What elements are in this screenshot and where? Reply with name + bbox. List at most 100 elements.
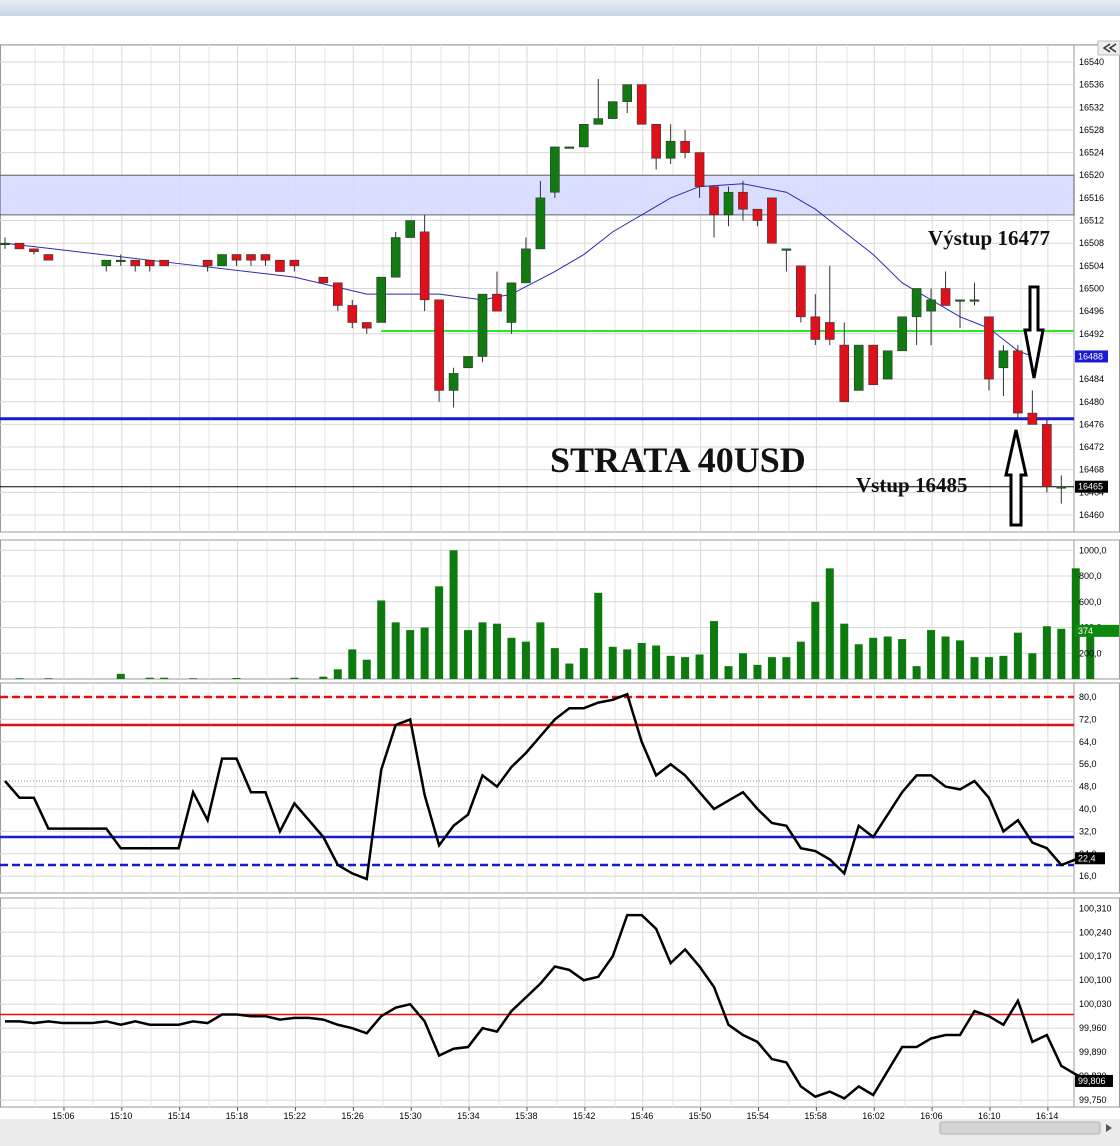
volume-bar [550,648,559,679]
candle-body [260,254,271,261]
candle-body [506,282,517,323]
volume-bar [478,622,487,679]
ratio-tick-label: 99,890 [1079,1047,1107,1057]
volume-bar [232,677,241,679]
candle-body [434,299,444,391]
osc-last-label: 22,4 [1078,853,1096,863]
candle-body [448,373,459,391]
volume-bar [406,630,415,679]
volume-tick-label: 1000,0 [1079,545,1107,555]
x-tick-label: 15:42 [573,1111,596,1121]
volume-bar [854,644,863,679]
price-tick-label: 16496 [1079,306,1104,316]
volume-bar [565,663,574,679]
volume-bar [984,657,993,679]
volume-bar [464,630,473,679]
candle-body [578,123,589,148]
candle-body [897,316,907,352]
ratio-line [5,913,1091,1100]
ratio-frame [0,897,1120,1108]
horizontal-scrollbar-track[interactable] [0,1119,1120,1146]
candle-body [202,259,213,267]
volume-bar [724,666,733,679]
price-tick-label: 16484 [1079,374,1104,384]
volume-bar [999,655,1008,679]
annotation-strata: STRATA 40USD [550,440,806,480]
candle-body [824,322,835,340]
oscillator-panel [0,692,1091,881]
volume-bar [145,677,154,679]
volume-bar [681,657,690,679]
ratio-tick-label: 100,310 [1079,903,1112,913]
volume-bar [594,592,603,679]
volume-bar [348,649,357,679]
candle-body [853,344,864,391]
candle-body [492,293,502,312]
candle-body [318,276,329,284]
candle-body [796,265,806,318]
price-tick-label: 16540 [1079,57,1104,67]
price-tick-label: 16492 [1079,329,1104,339]
volume-bar [1013,632,1022,679]
horizontal-scrollbar-thumb[interactable] [939,1121,1101,1135]
candle-body [376,276,387,323]
x-tick-label: 15:26 [341,1111,364,1121]
volume-bar [1071,568,1080,679]
osc-tick-label: 64,0 [1079,737,1097,747]
volume-bar [362,659,371,679]
price-tick-label: 16524 [1079,148,1104,158]
volume-bar [912,666,921,679]
volume-bar [579,648,588,679]
volume-bar [507,637,516,679]
candle-body [550,146,560,193]
ratio-tick-label: 100,170 [1079,951,1112,961]
candle-body [43,254,54,261]
x-tick-label: 15:54 [747,1111,770,1121]
x-tick-label: 16:06 [920,1111,943,1121]
candle-body [593,118,604,125]
x-tick-label: 16:14 [1036,1111,1059,1121]
candle-body [1027,412,1038,425]
candle-body [14,242,25,250]
candle-body [694,152,705,187]
volume-bar [608,646,617,679]
x-tick-label: 15:30 [399,1111,422,1121]
candle-body [839,344,850,403]
price-panel: STRATA 40USD Výstup 16477 Vstup 16485 [0,78,1075,527]
candle-body [535,197,546,250]
candle-body [144,259,155,267]
osc-tick-label: 80,0 [1079,692,1097,702]
volume-tick-label: 600,0 [1079,597,1102,607]
osc-tick-label: 72,0 [1079,714,1097,724]
volume-bar [738,653,747,679]
candle-body [622,84,633,102]
volume-bar [189,678,198,679]
double-chevron-left-icon [1102,43,1117,53]
scroll-right-arrow-icon[interactable] [1106,1124,1112,1132]
candle-body [1056,486,1067,489]
candle-body [29,248,39,252]
volume-bar [883,636,892,679]
candle-body [231,254,242,261]
volume-last-label: 374 [1078,626,1093,636]
candle-body [1042,424,1052,487]
moving-average-line [4,183,1033,357]
volume-bar [391,622,400,679]
candle-body [636,84,647,125]
ratio-panel [0,913,1091,1100]
volume-bar [420,627,429,679]
volume-bar [1086,630,1095,679]
x-tick-label: 15:46 [631,1111,654,1121]
x-tick-label: 16:02 [862,1111,885,1121]
volume-bar [637,642,646,679]
volume-bar [767,657,776,679]
x-tick-label: 16:10 [978,1111,1001,1121]
candle-body [738,191,748,210]
x-tick-label: 15:06 [52,1111,75,1121]
volume-bar [666,655,675,679]
volume-last-badge [1075,624,1119,637]
candle-body [477,293,488,357]
volume-bar [319,676,328,679]
candle-body [868,344,879,386]
